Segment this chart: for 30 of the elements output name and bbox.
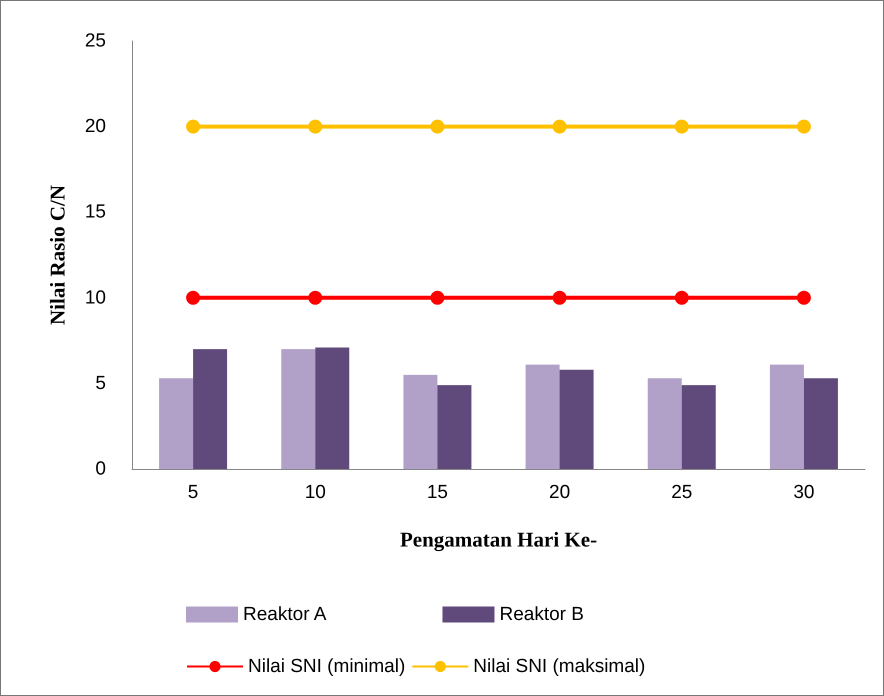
x-tick-label: 10 (304, 482, 326, 503)
bar (403, 374, 438, 469)
bar (682, 385, 716, 469)
x-tick-label: 30 (793, 482, 814, 503)
y-tick-label: 0 (95, 458, 106, 480)
bar (560, 370, 594, 469)
y-tick-label: 25 (84, 30, 106, 52)
y-tick-label: 5 (95, 372, 106, 394)
bar (281, 349, 316, 469)
x-tick-label: 20 (549, 482, 570, 503)
bar (770, 364, 804, 469)
y-axis-title: Nilai Rasio C/N (46, 184, 70, 326)
y-tick-label: 15 (84, 202, 106, 223)
bar (804, 378, 838, 469)
legend-label: Nilai SNI (minimal) (248, 656, 406, 677)
bar (315, 347, 350, 469)
bar (159, 378, 194, 469)
x-tick-label: 5 (188, 482, 198, 503)
legend-label: Reaktor B (499, 604, 584, 625)
bar (437, 385, 472, 469)
legend-label: Nilai SNI (maksimal) (473, 656, 646, 677)
bar (648, 378, 682, 469)
y-tick-label: 10 (84, 287, 106, 308)
bar (526, 364, 560, 469)
y-tick-label: 20 (84, 116, 106, 138)
x-axis-title: Pengamatan Hari Ke- (400, 528, 598, 552)
x-tick-label: 25 (671, 482, 692, 503)
bar (193, 349, 228, 469)
legend-label: Reaktor A (243, 604, 327, 625)
x-tick-label: 15 (426, 482, 448, 503)
